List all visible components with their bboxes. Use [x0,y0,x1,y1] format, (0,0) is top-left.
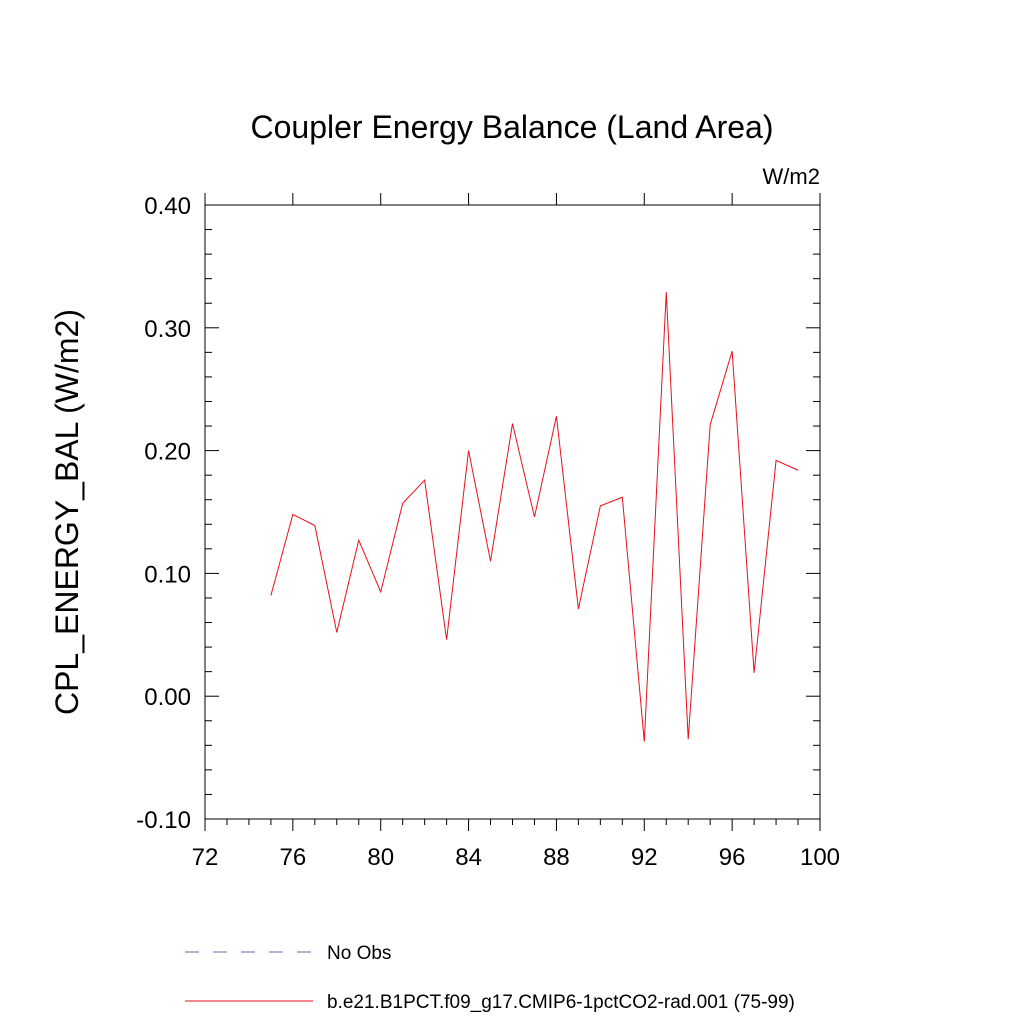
x-tick-label: 84 [455,844,482,871]
y-axis-label: CPL_ENERGY_BAL (W/m2) [49,309,85,715]
x-tick-label: 72 [192,844,219,871]
legend: No Obs b.e21.B1PCT.f09_g17.CMIP6-1pctCO2-… [185,943,795,1013]
x-tick-label: 80 [367,844,394,871]
x-tick-label: 96 [719,844,746,871]
series-layer [270,292,799,742]
x-tick-label: 100 [800,844,840,871]
y-tick-label: 0.20 [144,439,191,466]
plot-frame [204,204,821,820]
y-tick-label: -0.10 [136,807,191,834]
legend-label: b.e21.B1PCT.f09_g17.CMIP6-1pctCO2-rad.00… [327,992,795,1013]
legend-label: No Obs [327,943,391,964]
axis-tick-labels: 72 76 80 84 88 92 96 100 -0.10 0.00 0.10 0.20 0.30 0.… [136,193,840,871]
x-tick-label: 88 [543,844,570,871]
x-tick-label: 92 [631,844,658,871]
y-tick-label: 0.00 [144,684,191,711]
y-tick-label: 0.40 [144,193,191,220]
units-label: W/m2 [763,164,820,189]
y-tick-label: 0.10 [144,561,191,588]
chart-title: Coupler Energy Balance (Land Area) [251,109,774,145]
axis-ticks [204,193,821,831]
series-line [270,292,799,742]
y-tick-label: 0.30 [144,316,191,343]
x-tick-label: 76 [280,844,307,871]
